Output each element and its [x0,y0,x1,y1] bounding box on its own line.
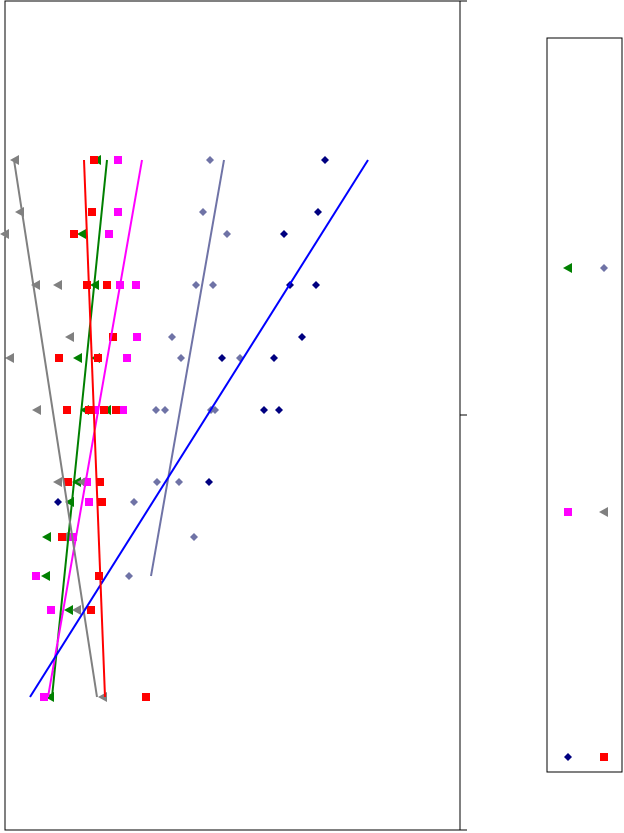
data-point [72,477,81,487]
data-point [55,354,63,362]
plot-area [4,0,461,831]
data-point [91,406,99,414]
data-point [280,230,288,238]
data-point [125,572,133,580]
data-point [88,208,96,216]
data-point [63,406,71,414]
legend-marker [599,507,608,517]
data-point [96,478,104,486]
legend-marker [600,264,608,272]
data-point [83,478,91,486]
data-point [87,606,95,614]
data-point [72,605,81,615]
data-point [40,693,48,701]
data-point [58,533,66,541]
data-point [42,532,51,542]
data-point [132,281,140,289]
data-point [130,498,138,506]
data-point [53,477,62,487]
data-point [312,281,320,289]
data-point [190,533,198,541]
data-point [65,332,74,342]
data-point [142,693,150,701]
data-point [109,333,117,341]
data-point [175,478,183,486]
data-point [54,498,62,506]
data-point [83,281,91,289]
data-point [64,478,72,486]
data-point [223,230,231,238]
data-point [177,354,185,362]
data-point [105,230,113,238]
data-point [90,156,98,164]
data-point [205,478,213,486]
data-point [114,156,122,164]
data-point [85,498,93,506]
data-point [32,405,41,415]
data-point [168,333,176,341]
data-point [47,606,55,614]
data-point [31,280,40,290]
legend-marker [600,753,608,761]
trend-line [29,159,369,698]
data-point [270,354,278,362]
data-point [153,478,161,486]
legend-marker [563,263,572,273]
data-point [119,406,127,414]
data-point [314,208,322,216]
legend-marker [564,508,572,516]
data-point [112,406,120,414]
data-point [275,406,283,414]
trend-line [51,159,108,698]
data-point [32,572,40,580]
data-point [70,230,78,238]
legend [546,37,623,773]
data-point [95,572,103,580]
trend-line [150,159,225,577]
trend-line [83,159,106,698]
data-point [0,229,9,239]
data-point [77,477,86,487]
data-point [94,354,102,362]
data-point [209,281,217,289]
data-point [218,354,226,362]
data-point [53,280,62,290]
trend-line [13,159,98,698]
data-point [77,229,86,239]
data-point [73,353,82,363]
legend-marker [564,753,572,761]
data-point [199,208,207,216]
data-point [103,281,111,289]
data-point [298,333,306,341]
data-point [133,333,141,341]
data-point [41,571,50,581]
data-point [192,281,200,289]
data-point [152,406,160,414]
data-point [100,406,108,414]
data-point [64,605,73,615]
data-point [321,156,329,164]
data-point [98,498,106,506]
data-point [114,208,122,216]
data-point [260,406,268,414]
data-point [5,353,14,363]
data-point [206,156,214,164]
data-point [85,406,93,414]
data-point [123,354,131,362]
data-point [161,406,169,414]
